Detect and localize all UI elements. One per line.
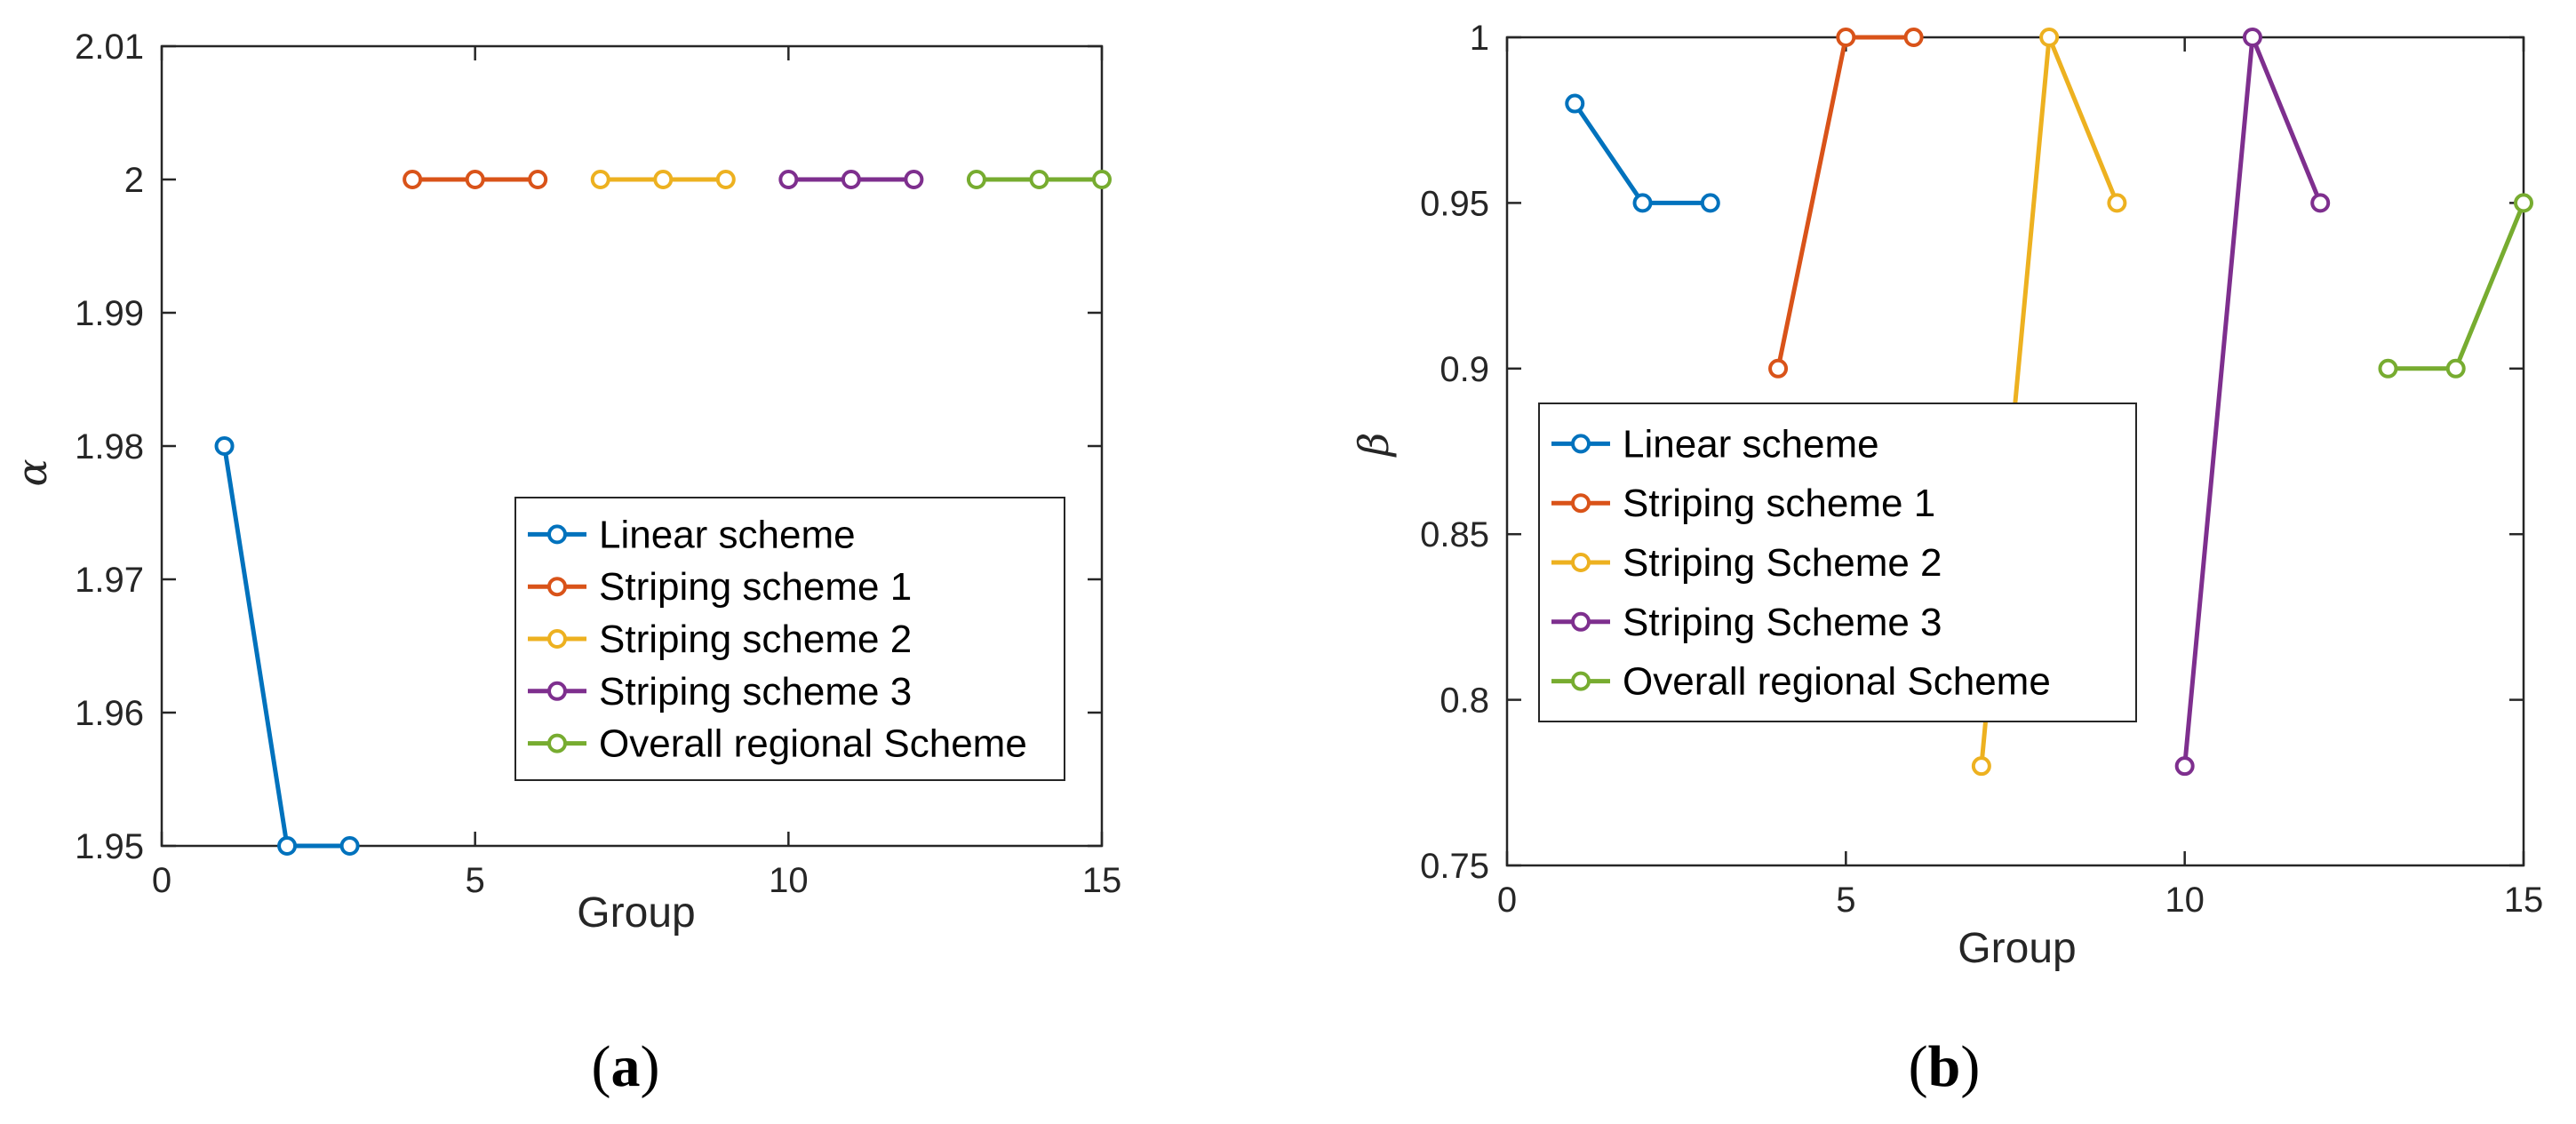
data-point-marker bbox=[1700, 193, 1720, 213]
y-tick-label: 1.96 bbox=[75, 694, 144, 733]
y-tick-label: 2.01 bbox=[75, 28, 144, 67]
legend-label: Overall regional Scheme bbox=[1623, 660, 2051, 704]
legend-marker bbox=[547, 629, 567, 649]
series-linear-scheme bbox=[1565, 93, 1720, 213]
legend-label: Overall regional Scheme bbox=[599, 722, 1027, 766]
caption-open-paren: ( bbox=[592, 1034, 611, 1099]
data-point-marker bbox=[1971, 756, 1991, 777]
legend: Linear scheme Striping scheme 1 Striping s… bbox=[514, 497, 1065, 781]
x-tick-label: 0 bbox=[1497, 881, 1517, 920]
x-tick-label: 15 bbox=[1082, 861, 1122, 900]
data-point-marker bbox=[339, 836, 360, 856]
y-tick-label: 2 bbox=[124, 161, 144, 200]
y-tick-label: 1.95 bbox=[75, 827, 144, 866]
caption-open-paren: ( bbox=[1909, 1034, 1928, 1099]
legend-box bbox=[1538, 403, 2137, 722]
data-point-marker bbox=[1092, 170, 1112, 189]
data-point-marker bbox=[1632, 193, 1653, 213]
caption-close-paren: ) bbox=[1960, 1034, 1980, 1099]
data-point-marker bbox=[2107, 193, 2127, 213]
series-overall-regional-scheme bbox=[2378, 193, 2533, 379]
panel-caption: (b) bbox=[1909, 1034, 1981, 1099]
series-linear-scheme bbox=[214, 436, 360, 856]
y-axis-label: α bbox=[8, 458, 56, 486]
legend-label: Linear scheme bbox=[1623, 422, 1879, 466]
data-point-marker bbox=[277, 836, 298, 856]
caption-letter: a bbox=[611, 1034, 641, 1099]
data-point-marker bbox=[966, 170, 986, 189]
caption-letter: b bbox=[1928, 1034, 1961, 1099]
series-striping-scheme-3 bbox=[778, 170, 924, 189]
legend-marker bbox=[1571, 493, 1591, 514]
data-point-marker bbox=[1565, 93, 1585, 114]
data-point-marker bbox=[2378, 358, 2398, 379]
series-striping-scheme-1 bbox=[403, 170, 548, 189]
data-point-marker bbox=[590, 170, 610, 189]
x-tick-label: 5 bbox=[1836, 881, 1855, 920]
data-point-marker bbox=[2242, 28, 2262, 47]
y-axis-label: β bbox=[1350, 433, 1398, 458]
x-tick-label: 10 bbox=[2165, 881, 2205, 920]
y-tick-label: 0.8 bbox=[1440, 682, 1489, 721]
legend-label: Striping scheme 2 bbox=[599, 618, 912, 661]
legend-marker bbox=[547, 524, 567, 545]
legend-marker bbox=[547, 733, 567, 753]
y-tick-label: 1 bbox=[1470, 19, 1489, 58]
x-tick-label: 5 bbox=[466, 861, 485, 900]
legend-marker bbox=[1571, 671, 1591, 691]
y-tick-label: 1.97 bbox=[75, 561, 144, 600]
legend-marker bbox=[1571, 611, 1591, 632]
legend-marker bbox=[547, 681, 567, 701]
y-tick-label: 0.95 bbox=[1420, 184, 1489, 223]
data-point-marker bbox=[528, 170, 548, 189]
x-axis-label: Group bbox=[577, 889, 695, 937]
y-tick-label: 1.98 bbox=[75, 427, 144, 466]
data-point-marker bbox=[214, 436, 235, 456]
series-striping-scheme-3 bbox=[2174, 28, 2331, 777]
data-point-marker bbox=[2445, 358, 2466, 379]
data-point-marker bbox=[653, 170, 674, 189]
data-point-marker bbox=[841, 170, 861, 189]
legend-label: Linear scheme bbox=[599, 513, 856, 556]
data-point-marker bbox=[465, 170, 485, 189]
data-point-marker bbox=[2514, 193, 2533, 213]
y-tick-label: 0.85 bbox=[1420, 515, 1489, 554]
data-point-marker bbox=[1836, 28, 1856, 47]
y-tick-label: 1.99 bbox=[75, 294, 144, 333]
panel-b: 0 5 10 15 0.75 0.8 0.85 0.9 0.95 1 Group β Linear sc… bbox=[1350, 19, 2543, 1099]
legend-marker bbox=[547, 577, 567, 597]
panel-caption: (a) bbox=[592, 1034, 660, 1099]
data-point-marker bbox=[904, 170, 924, 189]
legend-marker bbox=[1571, 553, 1591, 572]
x-tick-label: 10 bbox=[769, 861, 809, 900]
data-point-marker bbox=[1029, 170, 1049, 189]
legend-label: Striping scheme 1 bbox=[1623, 482, 1935, 525]
legend-label: Striping Scheme 2 bbox=[1623, 541, 1942, 585]
legend: Linear scheme Striping scheme 1 Striping S… bbox=[1538, 403, 2137, 722]
legend-label: Striping scheme 1 bbox=[599, 565, 912, 609]
data-point-marker bbox=[2310, 193, 2331, 213]
caption-close-paren: ) bbox=[641, 1034, 660, 1099]
series-overall-regional-scheme bbox=[966, 170, 1112, 189]
legend-box bbox=[514, 497, 1065, 781]
legend-label: Striping Scheme 3 bbox=[1623, 601, 1942, 644]
data-point-marker bbox=[1768, 358, 1789, 379]
panel-a: 0 5 10 15 1.95 1.96 1.97 1.98 1.99 2 2.01 Group α Lin… bbox=[8, 28, 1121, 1099]
data-point-marker bbox=[2039, 28, 2060, 47]
x-axis-label: Group bbox=[1958, 925, 2076, 972]
legend-label: Striping scheme 3 bbox=[599, 670, 912, 713]
data-point-marker bbox=[403, 170, 423, 189]
data-point-marker bbox=[2174, 756, 2195, 777]
x-tick-label: 0 bbox=[152, 861, 171, 900]
series-striping-scheme-1 bbox=[1768, 28, 1924, 379]
y-tick-label: 0.9 bbox=[1440, 350, 1489, 389]
series-striping-scheme-2 bbox=[590, 170, 736, 189]
data-point-marker bbox=[1903, 28, 1924, 47]
data-point-marker bbox=[715, 170, 736, 189]
y-tick-label: 0.75 bbox=[1420, 847, 1489, 886]
x-tick-label: 15 bbox=[2504, 881, 2544, 920]
data-point-marker bbox=[778, 170, 799, 189]
legend-marker bbox=[1571, 434, 1591, 454]
